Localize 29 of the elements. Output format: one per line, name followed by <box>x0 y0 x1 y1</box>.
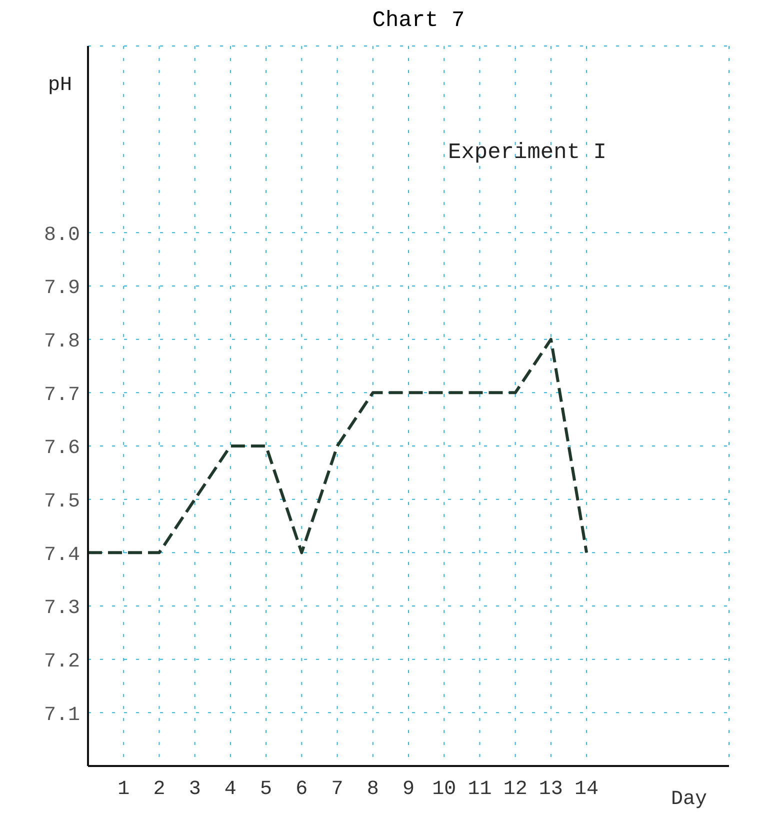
x-tick-label: 7 <box>331 778 344 801</box>
y-tick-label: 7.2 <box>44 650 80 674</box>
x-tick-label: 12 <box>503 778 528 801</box>
line-series <box>88 338 588 554</box>
y-tick-label: 7.9 <box>44 277 80 300</box>
x-tick-label: 5 <box>260 778 272 801</box>
x-tick-label: 1 <box>118 778 130 801</box>
y-tick-label: 7.8 <box>44 330 80 354</box>
y-tick-label: 7.6 <box>44 437 80 460</box>
x-tick-label: 14 <box>574 778 599 801</box>
x-tick-label: 10 <box>432 778 456 801</box>
x-tick-label: 11 <box>468 778 492 801</box>
y-axis-title: pH <box>48 74 72 98</box>
chart-title: Chart 7 <box>371 8 466 35</box>
x-tick-label: 9 <box>402 778 415 801</box>
y-tick-label: 7.5 <box>44 490 80 514</box>
annotation: Experiment I <box>448 140 606 165</box>
x-tick-label: 13 <box>538 778 563 801</box>
x-tick-label: 6 <box>296 778 308 801</box>
y-tick-label: 7.4 <box>44 544 80 567</box>
y-tick-label: 7.1 <box>44 704 80 727</box>
y-tick-label: 7.3 <box>44 597 80 620</box>
y-tick-label: 8.0 <box>44 224 80 247</box>
x-tick-label: 8 <box>366 778 379 801</box>
y-tick-label: 7.7 <box>44 384 80 407</box>
x-axis-title: Day <box>670 788 707 811</box>
x-tick-label: 4 <box>224 778 236 801</box>
x-tick-label: 3 <box>188 778 201 801</box>
x-tick-label: 2 <box>153 778 166 801</box>
